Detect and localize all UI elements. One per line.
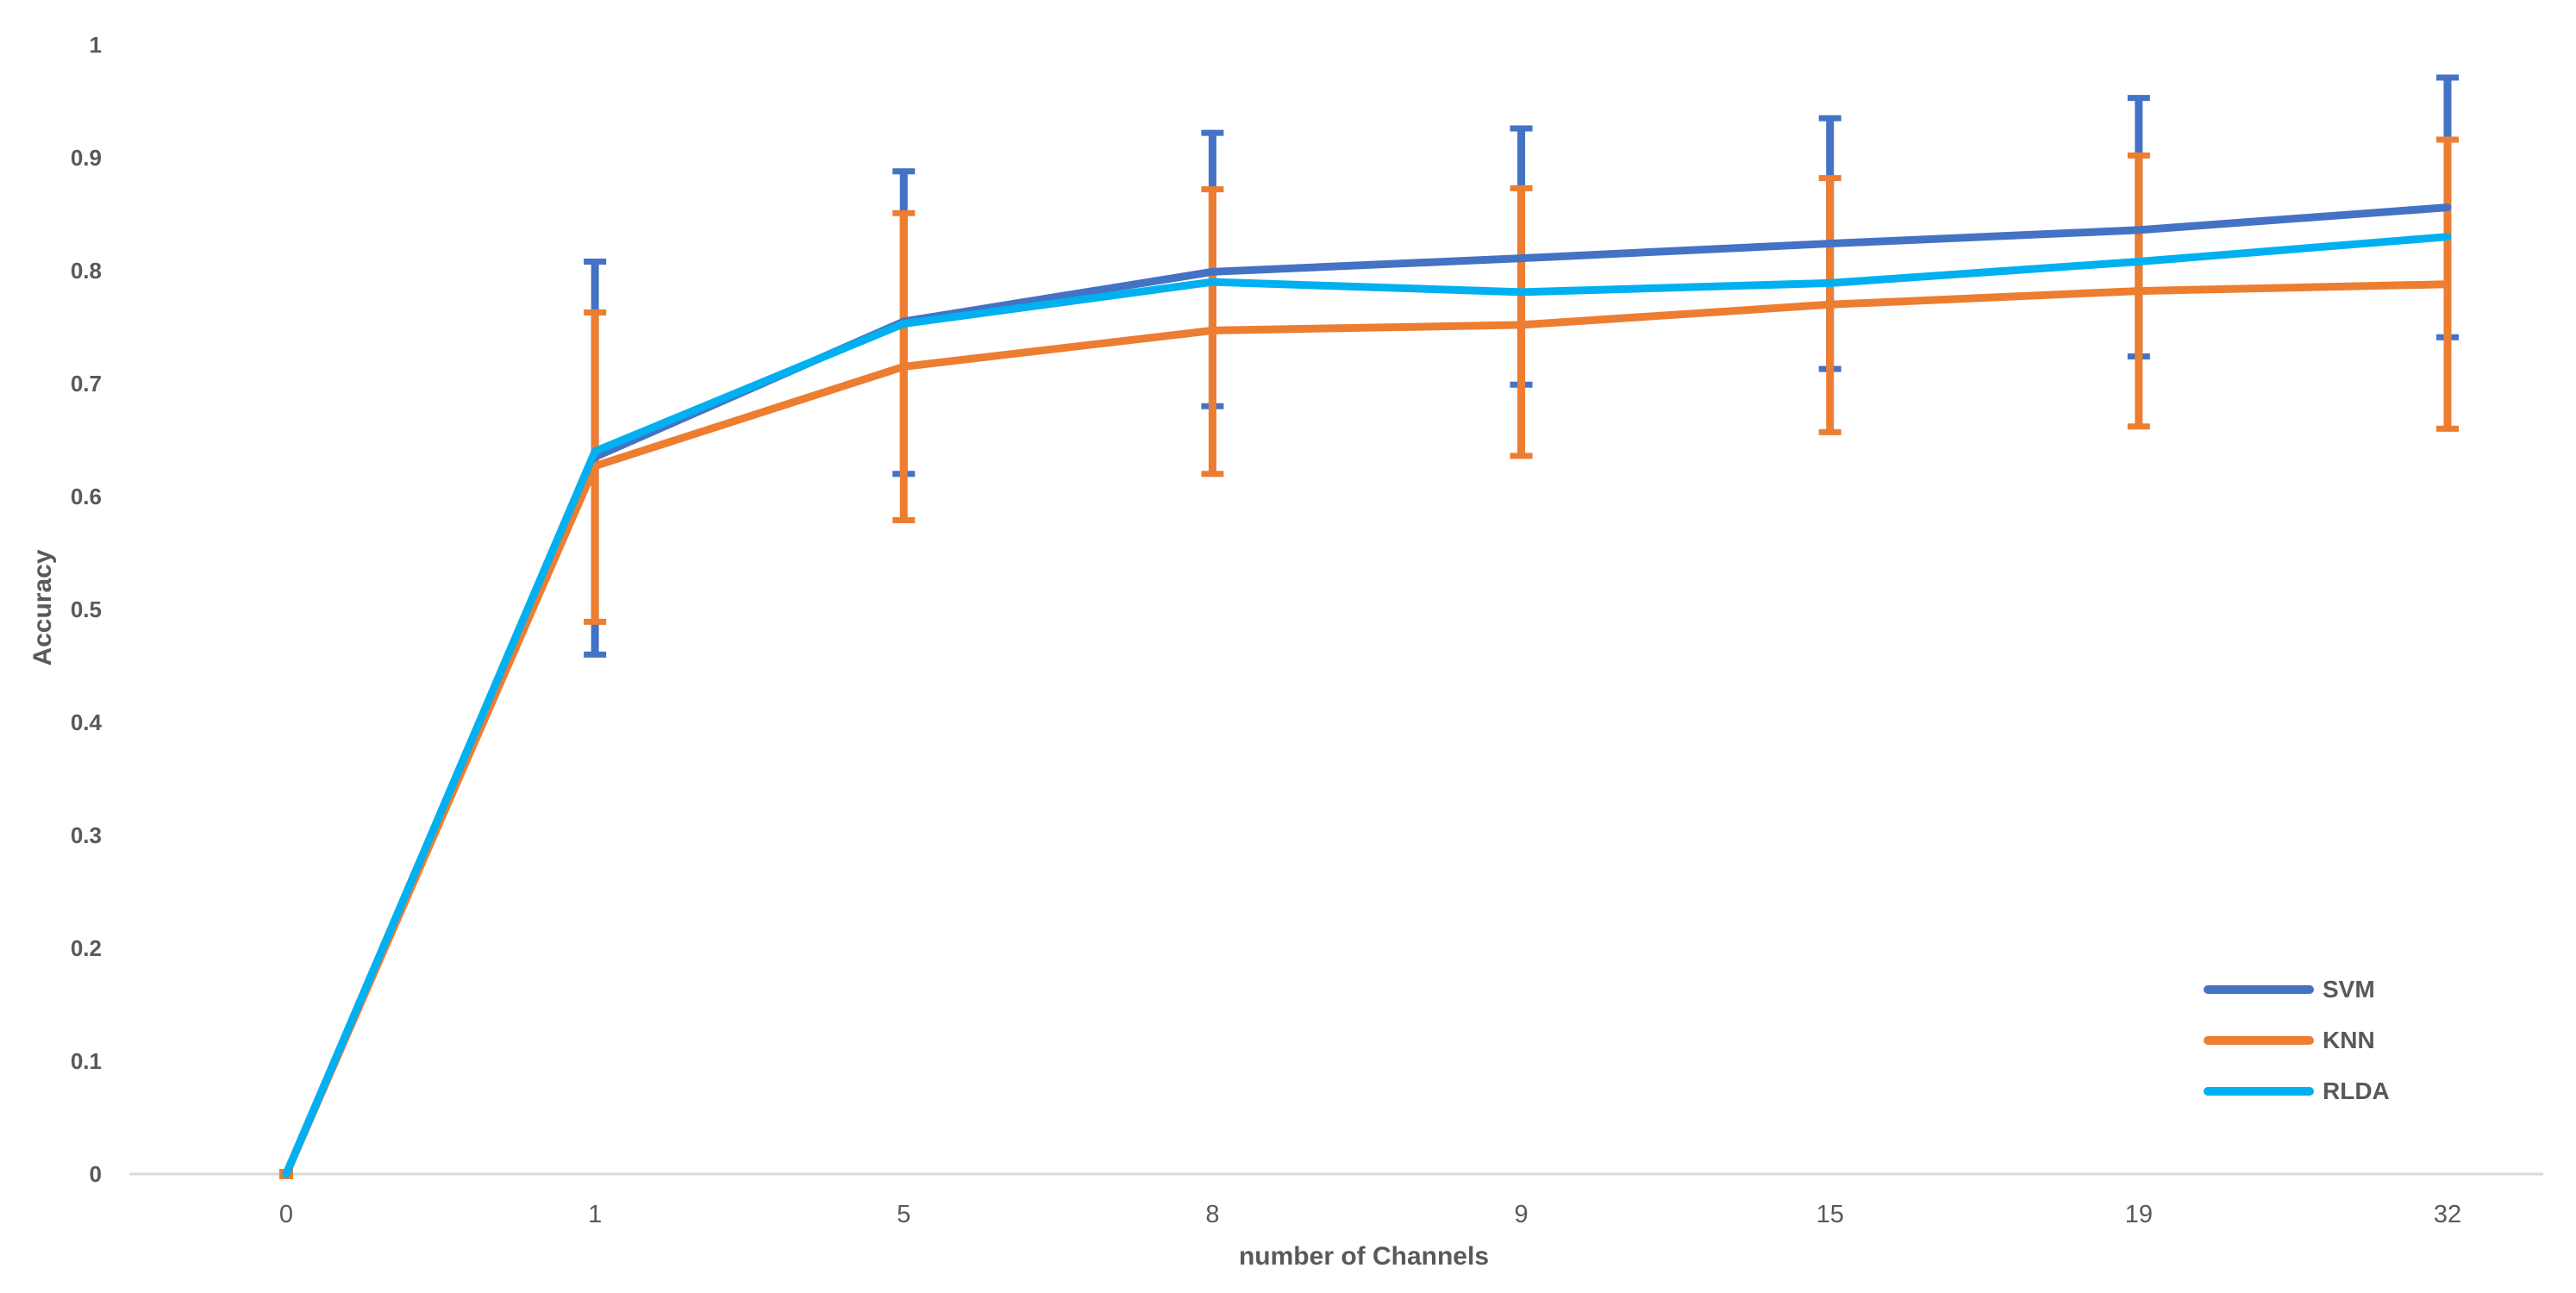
- legend-label-rlda: RLDA: [2323, 1078, 2390, 1104]
- error-bars-knn: [584, 136, 2459, 625]
- legend-label-svm: SVM: [2323, 976, 2375, 1003]
- x-tick-label-32: 32: [2434, 1201, 2461, 1228]
- legend-item-svm: SVM: [2204, 977, 2375, 1003]
- y-tick-label-0.2: 0.2: [71, 935, 102, 961]
- y-tick-label-0.7: 0.7: [71, 371, 102, 397]
- x-tick-label-15: 15: [1816, 1201, 1844, 1228]
- x-axis-tick-labels: 0 1 5 8 9 15 19 32: [279, 1201, 2461, 1228]
- series-line-knn: [282, 280, 2452, 1178]
- series-line-svm: [282, 203, 2452, 1178]
- y-axis-tick-labels: 0 0.1 0.2 0.3 0.4 0.5 0.6 0.7 0.8 0.9 1: [71, 32, 103, 1187]
- x-tick-label-9: 9: [1514, 1201, 1528, 1228]
- series-line-rlda: [282, 233, 2452, 1178]
- x-tick-label-19: 19: [2125, 1201, 2153, 1228]
- legend-line-swatch-rlda: [2204, 1087, 2314, 1096]
- y-tick-label-0.9: 0.9: [71, 145, 102, 171]
- x-tick-label-5: 5: [897, 1201, 910, 1228]
- y-tick-label-0.4: 0.4: [71, 709, 103, 735]
- x-axis-title: number of Channels: [1238, 1242, 1490, 1271]
- y-tick-label-0.6: 0.6: [71, 484, 102, 509]
- legend-line-swatch-knn: [2204, 1036, 2314, 1045]
- y-tick-label-0: 0: [90, 1161, 102, 1187]
- x-tick-label-8: 8: [1205, 1201, 1219, 1228]
- y-axis-title: Accuracy: [28, 549, 57, 666]
- legend-item-rlda: RLDA: [2204, 1078, 2390, 1104]
- legend-item-knn: KNN: [2204, 1028, 2375, 1053]
- x-tick-label-1: 1: [588, 1201, 602, 1228]
- y-tick-label-0.1: 0.1: [71, 1048, 102, 1074]
- y-tick-label-1: 1: [90, 32, 102, 58]
- y-tick-label-0.8: 0.8: [71, 258, 102, 284]
- y-tick-label-0.5: 0.5: [71, 597, 102, 622]
- legend-line-swatch-svm: [2204, 985, 2314, 994]
- x-tick-label-0: 0: [279, 1201, 293, 1228]
- legend-label-knn: KNN: [2323, 1027, 2375, 1053]
- y-tick-label-0.3: 0.3: [71, 822, 102, 848]
